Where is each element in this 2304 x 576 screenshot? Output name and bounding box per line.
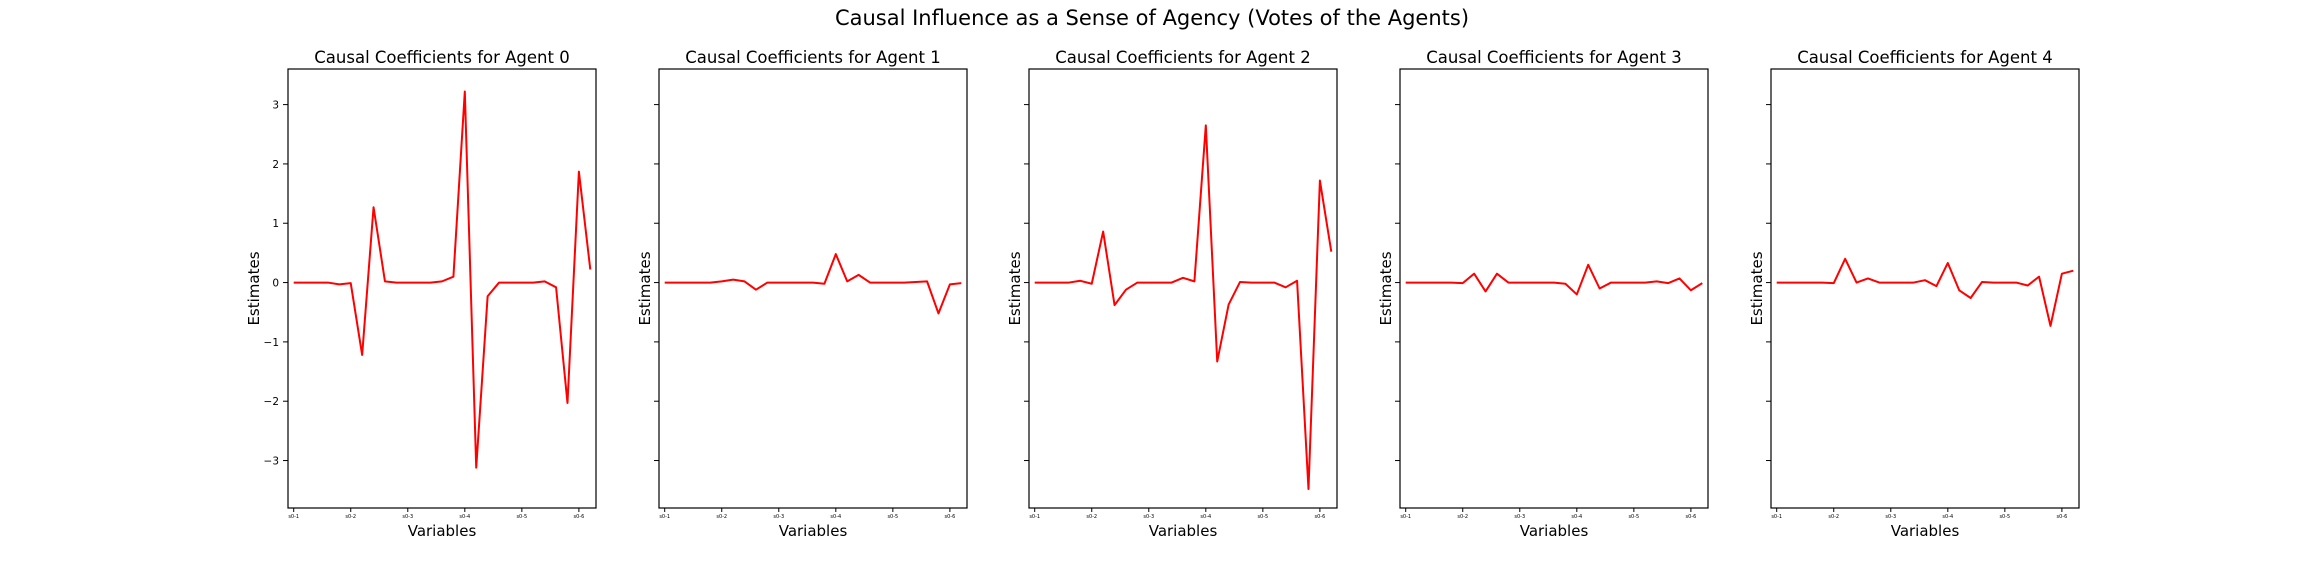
axes-frame bbox=[658, 68, 968, 509]
x-tick-label: s0-4 bbox=[1571, 514, 1582, 520]
x-axis-label: Variables bbox=[1520, 522, 1589, 540]
x-tick-label: s0-4 bbox=[1942, 514, 1953, 520]
subplot-title: Causal Coefficients for Agent 2 bbox=[1055, 48, 1310, 67]
subplot-agent-0: Causal Coefficients for Agent 0 −3 −2 −1 0 1 2… bbox=[245, 48, 597, 540]
x-tick-label: s0-5 bbox=[1999, 514, 2010, 520]
x-tick-label: s0-1 bbox=[1400, 514, 1411, 520]
y-tick-label: −1 bbox=[264, 337, 279, 349]
subplot-agent-3: Causal Coefficients for Agent 3 s0-1 s0-2 s… bbox=[1377, 48, 1709, 540]
x-tick-label: s0-6 bbox=[1685, 514, 1696, 520]
y-axis-label: Estimates bbox=[1748, 251, 1766, 325]
subplot-agent-4: Causal Coefficients for Agent 4 s0-1 s0-2 s… bbox=[1748, 48, 2080, 540]
x-tick-label: s0-6 bbox=[2056, 514, 2067, 520]
x-tick-label: s0-4 bbox=[459, 514, 470, 520]
y-tick-label: 1 bbox=[272, 218, 279, 230]
subplot-agent-1: Causal Coefficients for Agent 1 s0-1 s0-2 s… bbox=[636, 48, 968, 540]
x-tick-label: s0-4 bbox=[1200, 514, 1211, 520]
x-tick-label: s0-3 bbox=[1143, 514, 1154, 520]
x-tick-label: s0-5 bbox=[1628, 514, 1639, 520]
x-tick-label: s0-2 bbox=[1457, 514, 1468, 520]
x-axis-label: Variables bbox=[779, 522, 848, 540]
y-axis-label: Estimates bbox=[245, 251, 263, 325]
axes-frame bbox=[1399, 68, 1709, 509]
y-tick-label: −2 bbox=[264, 396, 279, 408]
x-tick-label: s0-2 bbox=[1828, 514, 1839, 520]
data-series-line bbox=[1776, 257, 2074, 327]
y-tick-label: 3 bbox=[272, 100, 279, 112]
figure-suptitle: Causal Influence as a Sense of Agency (V… bbox=[834, 6, 1470, 30]
subplot-title: Causal Coefficients for Agent 1 bbox=[685, 48, 940, 67]
axes-frame bbox=[1770, 68, 2080, 509]
x-axis-label: Variables bbox=[1891, 522, 1960, 540]
x-tick-label: s0-1 bbox=[1771, 514, 1782, 520]
x-tick-label: s0-1 bbox=[659, 514, 670, 520]
x-tick-label: s0-3 bbox=[402, 514, 413, 520]
y-tick-label: −3 bbox=[264, 456, 279, 468]
axes-frame bbox=[287, 68, 597, 509]
x-tick-label: s0-4 bbox=[830, 514, 841, 520]
x-tick-label: s0-6 bbox=[573, 514, 584, 520]
y-axis-label: Estimates bbox=[1006, 251, 1024, 325]
x-tick-label: s0-6 bbox=[944, 514, 955, 520]
y-axis-label: Estimates bbox=[1377, 251, 1395, 325]
x-tick-label: s0-2 bbox=[716, 514, 727, 520]
subplot-title: Causal Coefficients for Agent 3 bbox=[1426, 48, 1681, 67]
data-series-line bbox=[1034, 124, 1333, 491]
x-tick-label: s0-3 bbox=[773, 514, 784, 520]
x-tick-label: s0-6 bbox=[1314, 514, 1325, 520]
y-tick-label: 0 bbox=[272, 278, 279, 290]
subplot-agent-2: Causal Coefficients for Agent 2 s0-1 s0-2 s… bbox=[1006, 48, 1338, 540]
y-tick-label: 2 bbox=[272, 159, 279, 171]
x-tick-label: s0-3 bbox=[1885, 514, 1896, 520]
x-tick-label: s0-2 bbox=[1086, 514, 1097, 520]
data-series-line bbox=[664, 253, 962, 315]
data-series-line bbox=[1405, 263, 1703, 296]
subplot-title: Causal Coefficients for Agent 0 bbox=[314, 48, 569, 67]
x-axis-label: Variables bbox=[408, 522, 477, 540]
x-tick-label: s0-2 bbox=[345, 514, 356, 520]
x-tick-label: s0-5 bbox=[1257, 514, 1268, 520]
x-tick-label: s0-1 bbox=[288, 514, 299, 520]
x-tick-label: s0-5 bbox=[887, 514, 898, 520]
x-tick-label: s0-5 bbox=[516, 514, 527, 520]
axes-frame bbox=[1028, 68, 1338, 509]
y-axis-label: Estimates bbox=[636, 251, 654, 325]
x-axis-label: Variables bbox=[1149, 522, 1218, 540]
x-tick-label: s0-3 bbox=[1514, 514, 1525, 520]
subplot-title: Causal Coefficients for Agent 4 bbox=[1797, 48, 2052, 67]
data-series-line bbox=[293, 90, 592, 469]
x-tick-label: s0-1 bbox=[1029, 514, 1040, 520]
